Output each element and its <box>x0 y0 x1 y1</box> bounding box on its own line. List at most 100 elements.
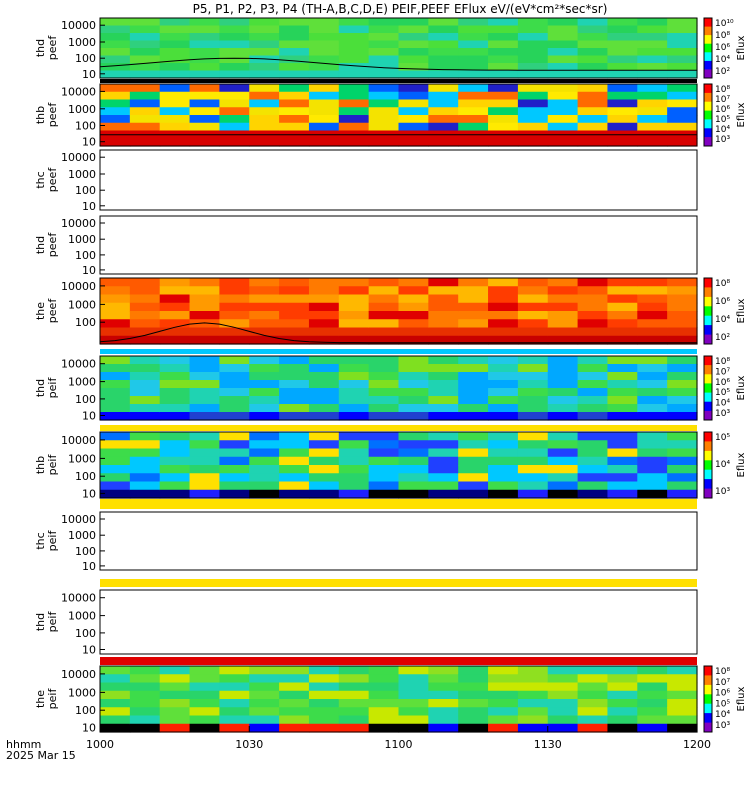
heatmap-cell <box>458 63 489 72</box>
heatmap-cell <box>667 723 698 733</box>
heatmap-cell <box>219 356 250 365</box>
heatmap-cell <box>547 715 579 725</box>
heatmap-cell <box>607 364 638 373</box>
heatmap-cell <box>667 489 698 499</box>
heatmap-cell <box>159 302 191 312</box>
heatmap-cell <box>100 473 131 483</box>
heatmap-cell <box>577 481 609 491</box>
heatmap-cell <box>129 18 161 27</box>
heatmap-cell <box>637 55 668 64</box>
heatmap-cell <box>159 448 191 458</box>
colorbar-tick-label: 10² <box>715 333 730 343</box>
heatmap-cell <box>189 63 220 72</box>
heatmap-cell <box>667 294 698 304</box>
heatmap-cell <box>458 122 489 132</box>
heatmap-cell <box>100 91 131 101</box>
heatmap-cell <box>129 412 161 421</box>
heatmap-cell <box>458 40 489 49</box>
heatmap-cell <box>667 380 698 389</box>
heatmap-cell <box>279 278 310 287</box>
heatmap-cell <box>488 122 519 132</box>
colorbar-tick-label: 10⁵ <box>715 115 730 125</box>
y-tick-label: 1000 <box>68 103 96 116</box>
heatmap-cell <box>219 84 250 93</box>
heatmap-cell <box>547 489 579 499</box>
colorbar-segment <box>704 450 712 461</box>
heatmap-cell <box>577 404 609 413</box>
heatmap-cell <box>428 335 459 345</box>
heatmap-cell <box>577 91 609 101</box>
heatmap-cell <box>607 356 638 365</box>
heatmap-cell <box>338 440 370 450</box>
heatmap-cell <box>189 302 220 312</box>
heatmap-cell <box>368 388 400 397</box>
heatmap-cell <box>219 319 250 329</box>
heatmap-cell <box>338 456 370 466</box>
heatmap-cell <box>637 364 668 373</box>
heatmap-cell <box>219 448 250 458</box>
heatmap-cell <box>129 33 161 42</box>
heatmap-cell <box>398 278 429 287</box>
heatmap-cell <box>219 380 250 389</box>
heatmap-cell <box>100 25 131 34</box>
heatmap-cell <box>607 18 638 27</box>
heatmap-cell <box>577 380 609 389</box>
heatmap-cell <box>308 63 340 72</box>
heatmap-cell <box>308 364 340 373</box>
heatmap-cell <box>488 372 519 381</box>
heatmap-cell <box>607 380 638 389</box>
heatmap-cell <box>189 465 220 474</box>
heatmap-cell <box>547 33 579 42</box>
heatmap-cell <box>100 699 131 708</box>
colorbar-tick-label: 10⁴ <box>715 125 730 135</box>
heatmap-cell <box>458 99 489 108</box>
heatmap-cell <box>517 286 549 296</box>
heatmap-cell <box>637 473 668 483</box>
heatmap-cell <box>517 723 549 733</box>
colorbar-segment <box>704 713 712 723</box>
heatmap-cell <box>577 70 609 79</box>
heatmap-cell <box>577 372 609 381</box>
heatmap-cell <box>368 412 400 421</box>
heatmap-cell <box>279 489 310 499</box>
heatmap-cell <box>637 91 668 101</box>
heatmap-cell <box>637 699 668 708</box>
y-tick-label: 100 <box>75 120 96 133</box>
heatmap-cell <box>398 48 429 57</box>
heatmap-cell <box>368 440 400 450</box>
heatmap-cell <box>129 40 161 49</box>
heatmap-cell <box>100 356 131 365</box>
heatmap-cell <box>308 396 340 405</box>
heatmap-cell <box>547 107 579 116</box>
y-tick-label: 1000 <box>68 298 96 311</box>
heatmap-cell <box>249 473 280 483</box>
heatmap-cell <box>517 122 549 132</box>
heatmap-cell <box>249 396 280 405</box>
heatmap-cell <box>249 335 280 345</box>
colorbar-tick-label: 10⁵ <box>715 433 730 443</box>
colorbar-tick-label: 10³ <box>715 487 730 497</box>
heatmap-cell <box>458 84 489 93</box>
heatmap-cell <box>667 84 698 93</box>
heatmap-cell <box>488 18 519 27</box>
heatmap-cell <box>398 396 429 405</box>
heatmap-cell <box>577 40 609 49</box>
panel-separator-strip <box>100 425 697 431</box>
heatmap-cell <box>458 388 489 397</box>
heatmap-cell <box>368 715 400 725</box>
heatmap-cell <box>637 107 668 116</box>
heatmap-cell <box>249 91 280 101</box>
y-tick-label: 10000 <box>61 85 96 98</box>
heatmap-cell <box>517 380 549 389</box>
heatmap-cell <box>428 286 459 296</box>
heatmap-cell <box>547 122 579 132</box>
heatmap-cell <box>129 440 161 450</box>
colorbar-segment <box>704 675 712 686</box>
heatmap-cell <box>129 682 161 692</box>
x-tick-label: 1100 <box>385 738 413 751</box>
heatmap-cell <box>488 473 519 483</box>
heatmap-cell <box>428 465 459 474</box>
heatmap-cell <box>129 99 161 108</box>
heatmap-cell <box>338 55 370 64</box>
